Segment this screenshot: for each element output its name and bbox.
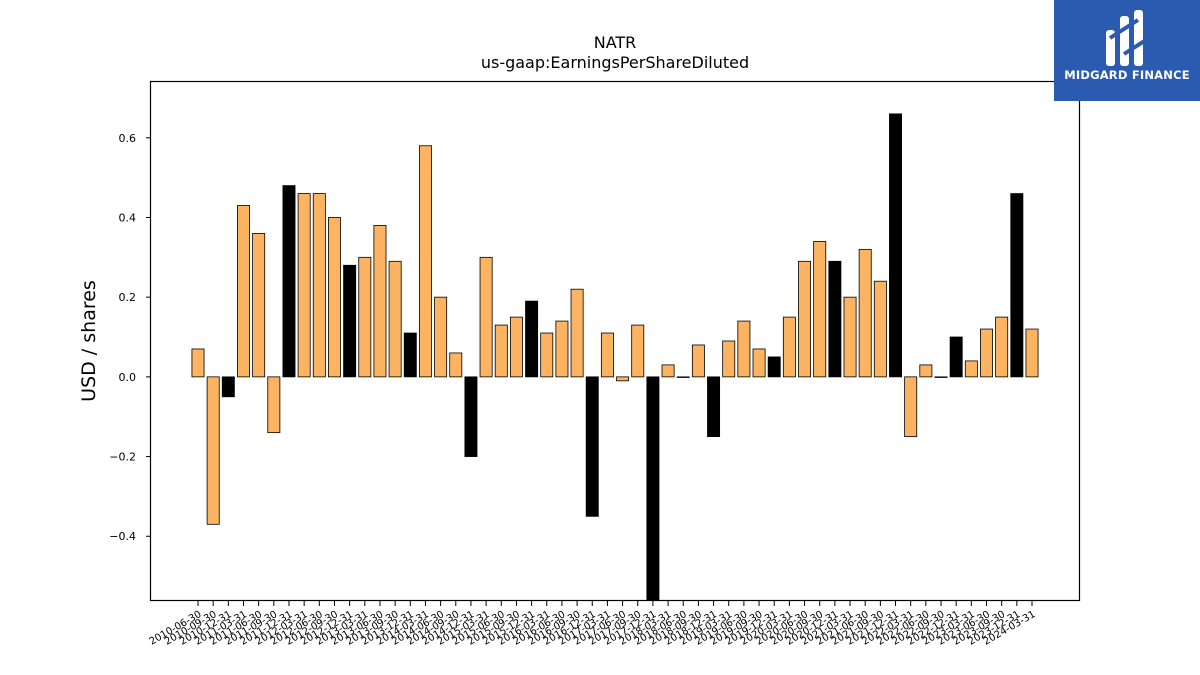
bar (358, 256, 372, 378)
bar (1025, 328, 1039, 378)
bar (889, 113, 902, 378)
bar (479, 256, 493, 378)
bar (237, 205, 250, 378)
y-tick-label: −0.4 (109, 530, 136, 543)
bar (843, 296, 857, 378)
bar (252, 233, 266, 378)
bar (418, 145, 432, 378)
y-axis-label: USD / shares (78, 280, 100, 402)
midgard-logo-icon (1106, 10, 1148, 66)
bar (328, 217, 341, 378)
bar (373, 225, 387, 378)
bar (403, 332, 417, 378)
bar (449, 352, 463, 378)
bar (676, 376, 690, 378)
y-tick-label: 0.2 (119, 291, 137, 304)
bar (813, 240, 827, 378)
bar (631, 324, 645, 378)
bar (570, 288, 584, 378)
bars (191, 113, 1039, 600)
bar (904, 376, 918, 438)
bar (464, 376, 478, 457)
bar (494, 324, 508, 378)
bar (600, 332, 614, 378)
bar (737, 320, 751, 378)
bar (646, 376, 660, 600)
bar (722, 340, 736, 378)
bar (828, 260, 842, 378)
x-axis-ticks: 2010-06-302010-09-302010-12-312011-03-31… (148, 600, 1038, 648)
bar (934, 376, 948, 378)
bar (509, 316, 523, 378)
bar (282, 185, 296, 378)
y-tick-label: 0.0 (119, 371, 137, 384)
bar (1010, 193, 1024, 378)
bar (297, 193, 311, 378)
bar (388, 260, 402, 378)
bar (995, 316, 1009, 378)
y-tick-label: 0.4 (119, 211, 137, 224)
bar (858, 248, 872, 378)
brand-logo: MIDGARD FINANCE (1054, 0, 1200, 101)
bar (585, 376, 599, 517)
bar (782, 316, 796, 378)
chart-subtitle: us-gaap:EarningsPerShareDiluted (481, 53, 749, 72)
bar (798, 260, 812, 378)
y-tick-label: −0.2 (109, 451, 136, 464)
bar (661, 364, 675, 378)
y-tick-label: 0.6 (119, 132, 137, 145)
bar (525, 300, 539, 378)
logo-text: MIDGARD FINANCE (1064, 68, 1190, 82)
bar (540, 332, 554, 378)
bar (267, 376, 281, 434)
y-axis-ticks: −0.4 −0.2 0.0 0.2 0.4 0.6 (109, 132, 151, 543)
bar (191, 348, 205, 378)
bar (964, 360, 978, 378)
bar (206, 376, 220, 525)
plot-frame (149, 80, 1081, 602)
bar (767, 356, 781, 378)
chart-title: NATR (594, 33, 637, 52)
bar (312, 193, 326, 378)
bar (949, 336, 963, 378)
bar (980, 328, 993, 378)
bar (919, 364, 933, 378)
bar (555, 320, 569, 378)
bar (434, 296, 448, 378)
bar (707, 376, 721, 438)
bar (691, 344, 705, 378)
bar (873, 280, 887, 378)
bar (752, 348, 766, 378)
bar (616, 376, 630, 382)
bar (221, 376, 235, 398)
bar (343, 264, 357, 378)
